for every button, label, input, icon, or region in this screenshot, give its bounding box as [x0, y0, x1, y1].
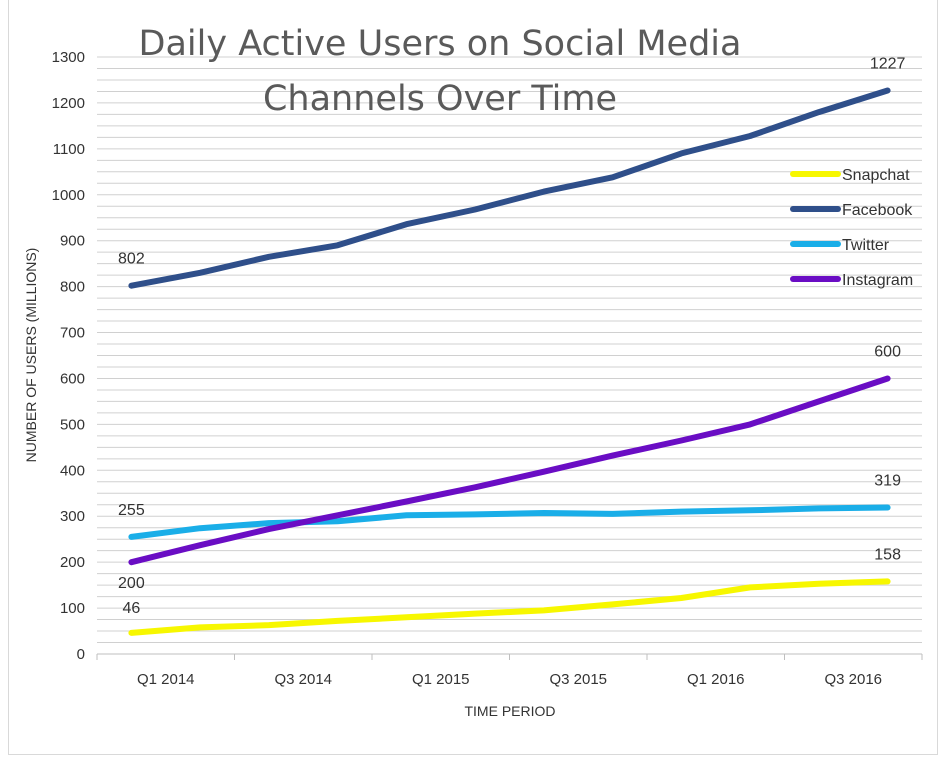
data-label-facebook: 1227: [870, 56, 906, 73]
x-tick-label: Q3 2016: [824, 671, 882, 688]
data-label-twitter: 255: [118, 502, 145, 519]
y-tick-label: 600: [60, 370, 85, 387]
y-tick-label: 0: [77, 646, 85, 663]
x-tick-label: Q1 2016: [687, 671, 745, 688]
y-tick-label: 200: [60, 554, 85, 571]
data-label-instagram: 600: [874, 343, 901, 360]
data-label-facebook: 802: [118, 251, 145, 268]
chart-title-line-2: Channels Over Time: [263, 79, 617, 119]
series-line-instagram: [128, 375, 891, 566]
legend-label-instagram: Instagram: [842, 272, 913, 289]
x-axis-title: TIME PERIOD: [464, 703, 555, 719]
chart-frame: [8, 0, 938, 755]
y-tick-label: 700: [60, 325, 85, 342]
gridlines: [97, 56, 922, 655]
y-tick-label: 500: [60, 416, 85, 433]
series-line-twitter: [128, 504, 891, 540]
x-tick-label: Q3 2014: [274, 671, 332, 688]
y-axis-title: NUMBER OF USERS (MILLIONS): [23, 248, 39, 463]
data-label-snapchat: 158: [874, 546, 901, 563]
series-line-snapchat: [128, 578, 891, 636]
series-lines: [128, 87, 891, 636]
y-tick-label: 800: [60, 279, 85, 296]
y-tick-label: 300: [60, 508, 85, 525]
y-tick-label: 1000: [52, 187, 85, 204]
legend-label-twitter: Twitter: [842, 237, 890, 254]
data-label-instagram: 200: [118, 575, 145, 592]
y-tick-label: 1300: [52, 49, 85, 66]
legend-label-facebook: Facebook: [842, 202, 913, 219]
x-tick-label: Q1 2014: [137, 671, 195, 688]
chart-title-line-1: Daily Active Users on Social Media: [139, 24, 742, 64]
y-tick-label: 1100: [53, 141, 85, 158]
y-tick-label: 100: [60, 600, 85, 617]
data-label-snapchat: 46: [122, 600, 140, 617]
y-tick-label: 1200: [52, 95, 85, 112]
axes: 0 100 200 300 400 500 600 700 800 900 1000 1100 1200…: [52, 49, 923, 688]
y-tick-label: 900: [60, 233, 85, 250]
x-tick-label: Q3 2015: [549, 671, 607, 688]
data-labels: 802 1227 600 200 255 319 46 158: [118, 56, 906, 617]
legend: Snapchat Facebook Twitter Instagram: [790, 167, 913, 289]
series-line-facebook: [128, 87, 891, 289]
data-label-twitter: 319: [874, 473, 901, 490]
legend-label-snapchat: Snapchat: [842, 167, 910, 184]
x-tick-label: Q1 2015: [412, 671, 470, 688]
y-tick-label: 400: [60, 462, 85, 479]
